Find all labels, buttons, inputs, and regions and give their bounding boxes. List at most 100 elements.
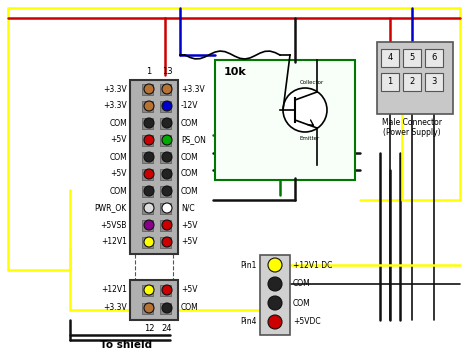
Text: 5: 5 (410, 54, 415, 62)
Text: COM: COM (181, 304, 199, 312)
Text: +12V1: +12V1 (101, 237, 127, 246)
Circle shape (162, 237, 172, 247)
Text: Male Connector
(Power Supply): Male Connector (Power Supply) (382, 118, 442, 137)
Text: Emitter: Emitter (300, 136, 320, 141)
Text: +5VDC: +5VDC (293, 317, 320, 327)
Text: COM: COM (293, 279, 311, 289)
Circle shape (144, 84, 154, 94)
Circle shape (268, 258, 282, 272)
Text: 24: 24 (162, 324, 172, 333)
Text: 2: 2 (410, 77, 415, 87)
Bar (160, 118, 171, 129)
Circle shape (162, 118, 172, 128)
Circle shape (144, 135, 154, 145)
Bar (160, 101, 171, 112)
Circle shape (144, 237, 154, 247)
Bar (425, 73, 443, 91)
Circle shape (144, 186, 154, 196)
Bar (381, 49, 399, 67)
Circle shape (162, 152, 172, 162)
Text: Pin4: Pin4 (240, 317, 257, 327)
Text: N/C: N/C (181, 203, 195, 213)
Bar (160, 303, 171, 314)
Text: +5V: +5V (181, 285, 198, 295)
Text: -12V: -12V (181, 102, 199, 110)
Bar (142, 220, 153, 231)
Text: +3.3V: +3.3V (103, 304, 127, 312)
Bar (160, 135, 171, 146)
Bar (142, 203, 153, 214)
Bar (160, 285, 171, 296)
Circle shape (162, 285, 172, 295)
Bar (160, 203, 171, 214)
Text: +3.3V: +3.3V (103, 84, 127, 93)
Bar (142, 237, 153, 248)
Circle shape (162, 101, 172, 111)
Circle shape (144, 203, 154, 213)
Bar (160, 220, 171, 231)
Bar (130, 80, 178, 254)
Text: COM: COM (181, 153, 199, 162)
Bar (142, 303, 153, 314)
Text: 3: 3 (431, 77, 437, 87)
Bar (142, 135, 153, 146)
Text: +5VSB: +5VSB (100, 220, 127, 229)
Circle shape (144, 101, 154, 111)
Text: COM: COM (109, 153, 127, 162)
Bar (142, 118, 153, 129)
Text: +3.3V: +3.3V (181, 84, 205, 93)
Circle shape (162, 169, 172, 179)
Bar (142, 285, 153, 296)
Text: +5V: +5V (110, 136, 127, 144)
Circle shape (162, 203, 172, 213)
Circle shape (144, 220, 154, 230)
Bar (215, 60, 355, 180)
Text: Collector: Collector (300, 80, 324, 84)
Circle shape (144, 303, 154, 313)
Bar (160, 152, 171, 163)
Bar (142, 101, 153, 112)
Text: COM: COM (181, 186, 199, 196)
Text: +12V1: +12V1 (101, 285, 127, 295)
Circle shape (268, 315, 282, 329)
Bar (142, 186, 153, 197)
Circle shape (268, 277, 282, 291)
Text: COM: COM (181, 119, 199, 127)
Text: COM: COM (181, 169, 199, 179)
Text: Pin1: Pin1 (241, 261, 257, 269)
Text: 1: 1 (146, 67, 152, 76)
Text: +5V: +5V (181, 237, 198, 246)
Text: COM: COM (109, 186, 127, 196)
Text: 1: 1 (387, 77, 392, 87)
Circle shape (162, 135, 172, 145)
Bar (403, 49, 421, 67)
Bar (160, 186, 171, 197)
Text: To shield: To shield (100, 340, 152, 350)
Circle shape (144, 169, 154, 179)
Circle shape (144, 152, 154, 162)
Text: 4: 4 (387, 54, 392, 62)
Circle shape (144, 285, 154, 295)
Circle shape (268, 296, 282, 310)
Text: +3.3V: +3.3V (103, 102, 127, 110)
Bar (403, 73, 421, 91)
Circle shape (283, 88, 327, 132)
Bar (142, 169, 153, 180)
Text: 12: 12 (144, 324, 154, 333)
Bar (377, 42, 453, 114)
Circle shape (162, 186, 172, 196)
Bar (425, 49, 443, 67)
Bar (160, 84, 171, 95)
Circle shape (162, 303, 172, 313)
Bar (130, 280, 178, 320)
Text: PS_ON: PS_ON (181, 136, 206, 144)
Bar (381, 73, 399, 91)
Text: +5V: +5V (110, 169, 127, 179)
Text: COM: COM (109, 119, 127, 127)
Bar (142, 152, 153, 163)
Bar (160, 169, 171, 180)
Text: COM: COM (293, 299, 311, 307)
Text: +5V: +5V (181, 220, 198, 229)
Bar (260, 255, 290, 335)
Text: 6: 6 (431, 54, 437, 62)
